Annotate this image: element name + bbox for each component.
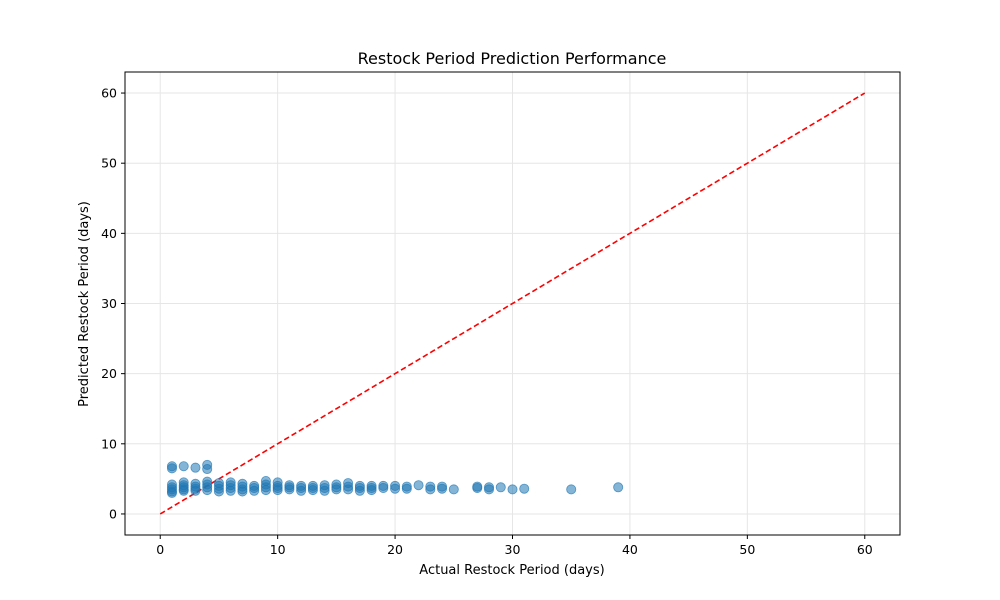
data-point bbox=[366, 485, 377, 496]
y-axis-ticks: 0 10 20 30 40 50 60 bbox=[101, 86, 125, 521]
x-tick-label: 60 bbox=[857, 542, 873, 557]
data-point bbox=[484, 484, 495, 495]
y-tick-label: 10 bbox=[101, 436, 117, 451]
chart-title: Restock Period Prediction Performance bbox=[358, 49, 667, 68]
data-point bbox=[401, 483, 412, 494]
x-tick-label: 30 bbox=[505, 542, 521, 557]
data-point bbox=[307, 485, 318, 496]
x-tick-label: 0 bbox=[156, 542, 164, 557]
data-point bbox=[284, 484, 295, 495]
data-point bbox=[507, 484, 518, 495]
data-point bbox=[260, 485, 271, 496]
x-axis-label: Actual Restock Period (days) bbox=[419, 563, 604, 578]
x-tick-label: 20 bbox=[387, 542, 403, 557]
grid-lines bbox=[125, 72, 900, 535]
data-point bbox=[343, 484, 354, 495]
x-axis-ticks: 0 10 20 30 40 50 60 bbox=[156, 535, 873, 557]
data-point bbox=[495, 482, 506, 493]
reference-line-group bbox=[159, 92, 866, 515]
data-point bbox=[472, 482, 483, 493]
data-point bbox=[448, 484, 459, 495]
data-point bbox=[272, 485, 283, 496]
y-tick-label: 20 bbox=[101, 366, 117, 381]
y-tick-label: 40 bbox=[101, 226, 117, 241]
y-tick-label: 0 bbox=[109, 506, 117, 521]
y-tick-label: 30 bbox=[101, 296, 117, 311]
data-point bbox=[190, 485, 201, 496]
data-point bbox=[331, 484, 342, 495]
data-point bbox=[354, 485, 365, 496]
data-point bbox=[202, 485, 213, 496]
data-point bbox=[296, 485, 307, 496]
data-point bbox=[213, 486, 224, 497]
data-point bbox=[237, 486, 248, 497]
data-point bbox=[249, 485, 260, 496]
data-point bbox=[613, 482, 624, 493]
data-point bbox=[413, 480, 424, 491]
data-point bbox=[166, 487, 177, 498]
data-point bbox=[166, 463, 177, 474]
y-axis-label: Predicted Restock Period (days) bbox=[77, 201, 92, 407]
data-point bbox=[437, 483, 448, 494]
y-tick-label: 50 bbox=[101, 156, 117, 171]
data-point bbox=[519, 483, 530, 494]
data-point bbox=[319, 485, 330, 496]
data-point bbox=[178, 485, 189, 496]
data-point bbox=[378, 482, 389, 493]
reference-line bbox=[159, 92, 866, 515]
x-tick-label: 40 bbox=[622, 542, 638, 557]
data-point bbox=[425, 484, 436, 495]
data-point bbox=[566, 484, 577, 495]
x-tick-label: 50 bbox=[739, 542, 755, 557]
data-points bbox=[166, 459, 624, 498]
data-point bbox=[390, 483, 401, 494]
data-point bbox=[225, 485, 236, 496]
data-point bbox=[178, 461, 189, 472]
x-tick-label: 10 bbox=[270, 542, 286, 557]
data-point bbox=[202, 464, 213, 475]
data-point bbox=[190, 462, 201, 473]
y-tick-label: 60 bbox=[101, 86, 117, 101]
